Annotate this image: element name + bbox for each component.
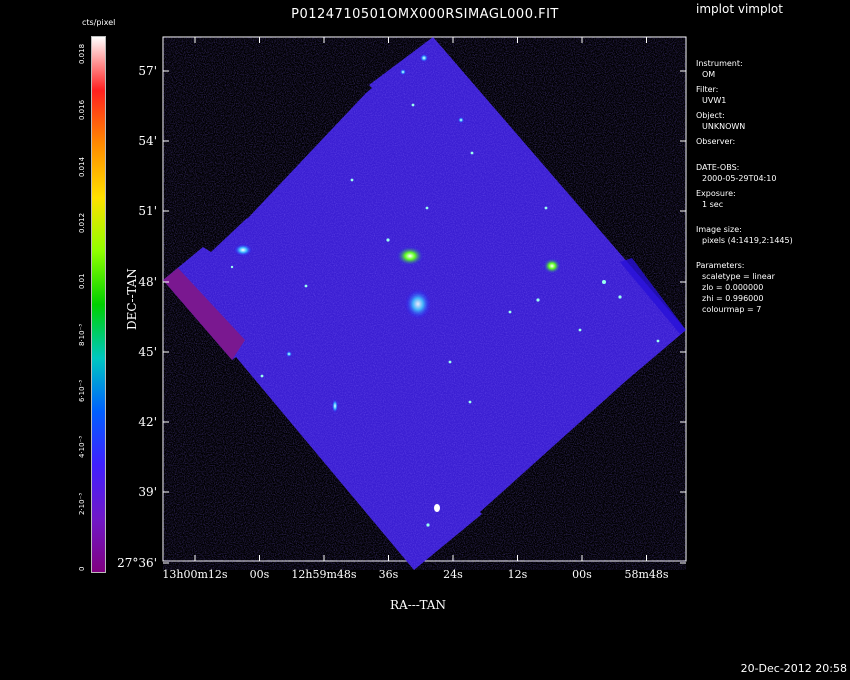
x-tick-label: 12s xyxy=(508,568,528,581)
timestamp: 20-Dec-2012 20:58 xyxy=(740,662,847,675)
x-tick-label: 13h00m12s xyxy=(162,568,228,581)
date-value: 2000-05-29T04:10 xyxy=(702,174,777,183)
y-axis-label: DEC--TAN xyxy=(125,268,139,330)
colorbar-label: cts/pixel xyxy=(82,18,116,27)
app-title: implot vimplot xyxy=(696,2,783,16)
y-tick-label: 48' xyxy=(138,275,157,289)
param-scaletype: scaletype = linear xyxy=(702,272,775,281)
filter-label: Filter: xyxy=(696,85,719,94)
parameters-label: Parameters: xyxy=(696,261,745,270)
y-tick-label: 45' xyxy=(138,345,157,359)
y-tick-label: 42' xyxy=(138,415,157,429)
instrument-value: OM xyxy=(702,70,716,79)
colorbar xyxy=(91,36,106,573)
object-value: UNKNOWN xyxy=(702,122,746,131)
param-zhi: zhi = 0.996000 xyxy=(702,294,764,303)
observer-label: Observer: xyxy=(696,137,736,146)
x-tick-label: 58m48s xyxy=(624,568,668,581)
x-tick-label: 24s xyxy=(443,568,463,581)
x-axis-label: RA---TAN xyxy=(390,598,446,612)
y-tick-label: 39' xyxy=(138,485,157,499)
y-tick-label: 27°36' xyxy=(117,556,157,570)
y-tick-label: 54' xyxy=(138,134,157,148)
param-zlo: zlo = 0.000000 xyxy=(702,283,764,292)
exposure-label: Exposure: xyxy=(696,189,736,198)
y-tick-label: 51' xyxy=(138,204,157,218)
bright-sources xyxy=(230,54,660,527)
instrument-label: Instrument: xyxy=(696,59,743,68)
x-tick-label: 00s xyxy=(572,568,592,581)
y-tick-label: 57' xyxy=(138,64,157,78)
x-tick-label: 12h59m48s xyxy=(291,568,357,581)
image-size-value: pixels (4:1419,2:1445) xyxy=(702,236,793,245)
date-label: DATE-OBS: xyxy=(696,163,740,172)
x-axis-ticks: 13h00m12s 00s 12h59m48s 36s 24s 12s 00s 58m48s xyxy=(162,37,669,581)
param-colourmap: colourmap = 7 xyxy=(702,305,762,314)
object-label: Object: xyxy=(696,111,725,120)
info-panel: Instrument: OM Filter: UVW1 Object: UNKN… xyxy=(696,58,793,315)
x-tick-label: 00s xyxy=(250,568,270,581)
image-title: P0124710501OMX000RSIMAGL000.FIT xyxy=(291,7,559,22)
x-tick-label: 36s xyxy=(379,568,399,581)
observer-value xyxy=(696,147,793,158)
image-size-label: Image size: xyxy=(696,225,742,234)
y-axis-ticks: 27°36' 39' 42' 45' 48' 51' 54' 57' xyxy=(117,64,686,570)
filter-value: UVW1 xyxy=(702,96,727,105)
exposure-value: 1 sec xyxy=(702,200,724,209)
